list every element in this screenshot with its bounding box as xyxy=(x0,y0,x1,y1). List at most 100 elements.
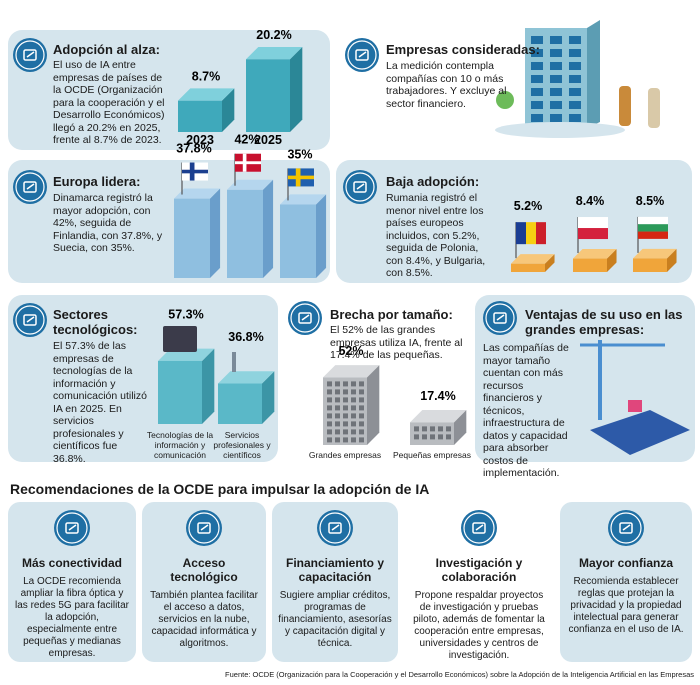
window xyxy=(550,36,562,44)
icon-glyph xyxy=(23,49,37,61)
box-top xyxy=(218,371,275,384)
category-label: 2025 xyxy=(254,133,282,147)
window xyxy=(343,421,348,427)
flag xyxy=(516,222,526,245)
window xyxy=(550,88,562,96)
window xyxy=(446,426,451,432)
value-label: 42% xyxy=(234,133,259,147)
icon-ring xyxy=(15,40,45,70)
value-label: 37.8% xyxy=(176,142,211,156)
icon-glyph xyxy=(475,524,484,531)
bar xyxy=(158,360,202,424)
window xyxy=(569,49,581,57)
card xyxy=(8,160,330,283)
icon-ring xyxy=(610,512,642,544)
tree xyxy=(496,91,514,109)
window xyxy=(359,389,364,395)
flag xyxy=(638,224,668,232)
icon-glyph xyxy=(26,183,35,190)
window xyxy=(359,437,364,443)
window xyxy=(351,397,356,403)
window xyxy=(335,429,340,435)
icon-ring xyxy=(485,303,515,333)
window xyxy=(359,429,364,435)
icon-glyph xyxy=(355,49,369,61)
icon-glyph xyxy=(331,524,340,531)
window xyxy=(531,49,543,57)
recommendations-title: Recomendaciones de la OCDE para impulsar… xyxy=(10,481,430,497)
bar xyxy=(178,100,222,132)
window xyxy=(351,389,356,395)
block xyxy=(628,400,642,412)
window xyxy=(343,405,348,411)
flag xyxy=(536,222,546,245)
section-title: Sectores tecnológicos: xyxy=(53,307,138,337)
section-title: Baja adopción: xyxy=(386,174,480,189)
box-side xyxy=(263,179,274,278)
value-label: 8.4% xyxy=(576,194,605,208)
category-label: Grandes empresas xyxy=(308,450,382,460)
category-label: Pequeñas empresas xyxy=(393,450,471,460)
box-top xyxy=(633,248,677,259)
icon-glyph xyxy=(197,522,211,534)
bar xyxy=(174,198,210,278)
window xyxy=(351,405,356,411)
flag xyxy=(638,231,668,239)
icon-glyph xyxy=(496,314,505,321)
rec-text: Recomienda establecer reglas que proteja… xyxy=(568,576,684,635)
flag xyxy=(189,162,195,181)
value-label: 20.2% xyxy=(256,28,291,42)
box-top xyxy=(280,194,327,205)
icon-glyph xyxy=(622,524,631,531)
window xyxy=(569,101,581,109)
bar xyxy=(410,422,454,445)
ground xyxy=(495,122,625,138)
bar xyxy=(227,189,263,278)
flag xyxy=(638,216,668,225)
window xyxy=(550,101,562,109)
window xyxy=(414,426,419,432)
icon-ring xyxy=(15,305,45,335)
box-side xyxy=(367,365,380,445)
box-top xyxy=(323,365,380,378)
flag xyxy=(288,175,314,180)
window xyxy=(335,389,340,395)
value-label: 5.2% xyxy=(514,199,543,213)
window xyxy=(359,413,364,419)
window xyxy=(550,62,562,70)
bar xyxy=(511,263,545,272)
building-side xyxy=(587,20,600,128)
icon-glyph xyxy=(68,524,77,531)
section-title: Ventajas de su uso en las grandes empres… xyxy=(525,307,683,337)
window xyxy=(438,434,443,440)
window xyxy=(438,426,443,432)
window xyxy=(569,114,581,122)
section-text: Las compañías de mayor tamaño cuentan co… xyxy=(483,342,569,479)
value-label: 8.7% xyxy=(192,69,221,83)
rec-text: También plantea facilitar el acceso a da… xyxy=(150,590,258,649)
category-label: Servicios profesionales y científicos xyxy=(213,430,271,460)
window xyxy=(550,49,562,57)
bar xyxy=(323,377,367,445)
window xyxy=(550,114,562,122)
icon-ring xyxy=(345,172,375,202)
box-side xyxy=(667,248,677,272)
section-text: El uso de IA entre empresas de países de… xyxy=(53,59,165,146)
value-label: 52% xyxy=(338,344,363,358)
window xyxy=(531,62,543,70)
icon-glyph xyxy=(23,181,37,193)
box-top xyxy=(511,254,555,264)
icon-ring xyxy=(290,303,320,333)
platform xyxy=(590,410,690,455)
source: Fuente: OCDE (Organización para la Coope… xyxy=(225,670,694,679)
bar xyxy=(246,59,290,132)
window xyxy=(531,36,543,44)
flag xyxy=(578,228,608,240)
flag xyxy=(242,153,247,172)
icon-glyph xyxy=(472,522,486,534)
window xyxy=(327,405,332,411)
window xyxy=(531,75,543,83)
icon-ring xyxy=(188,512,220,544)
icon-glyph xyxy=(23,314,37,326)
